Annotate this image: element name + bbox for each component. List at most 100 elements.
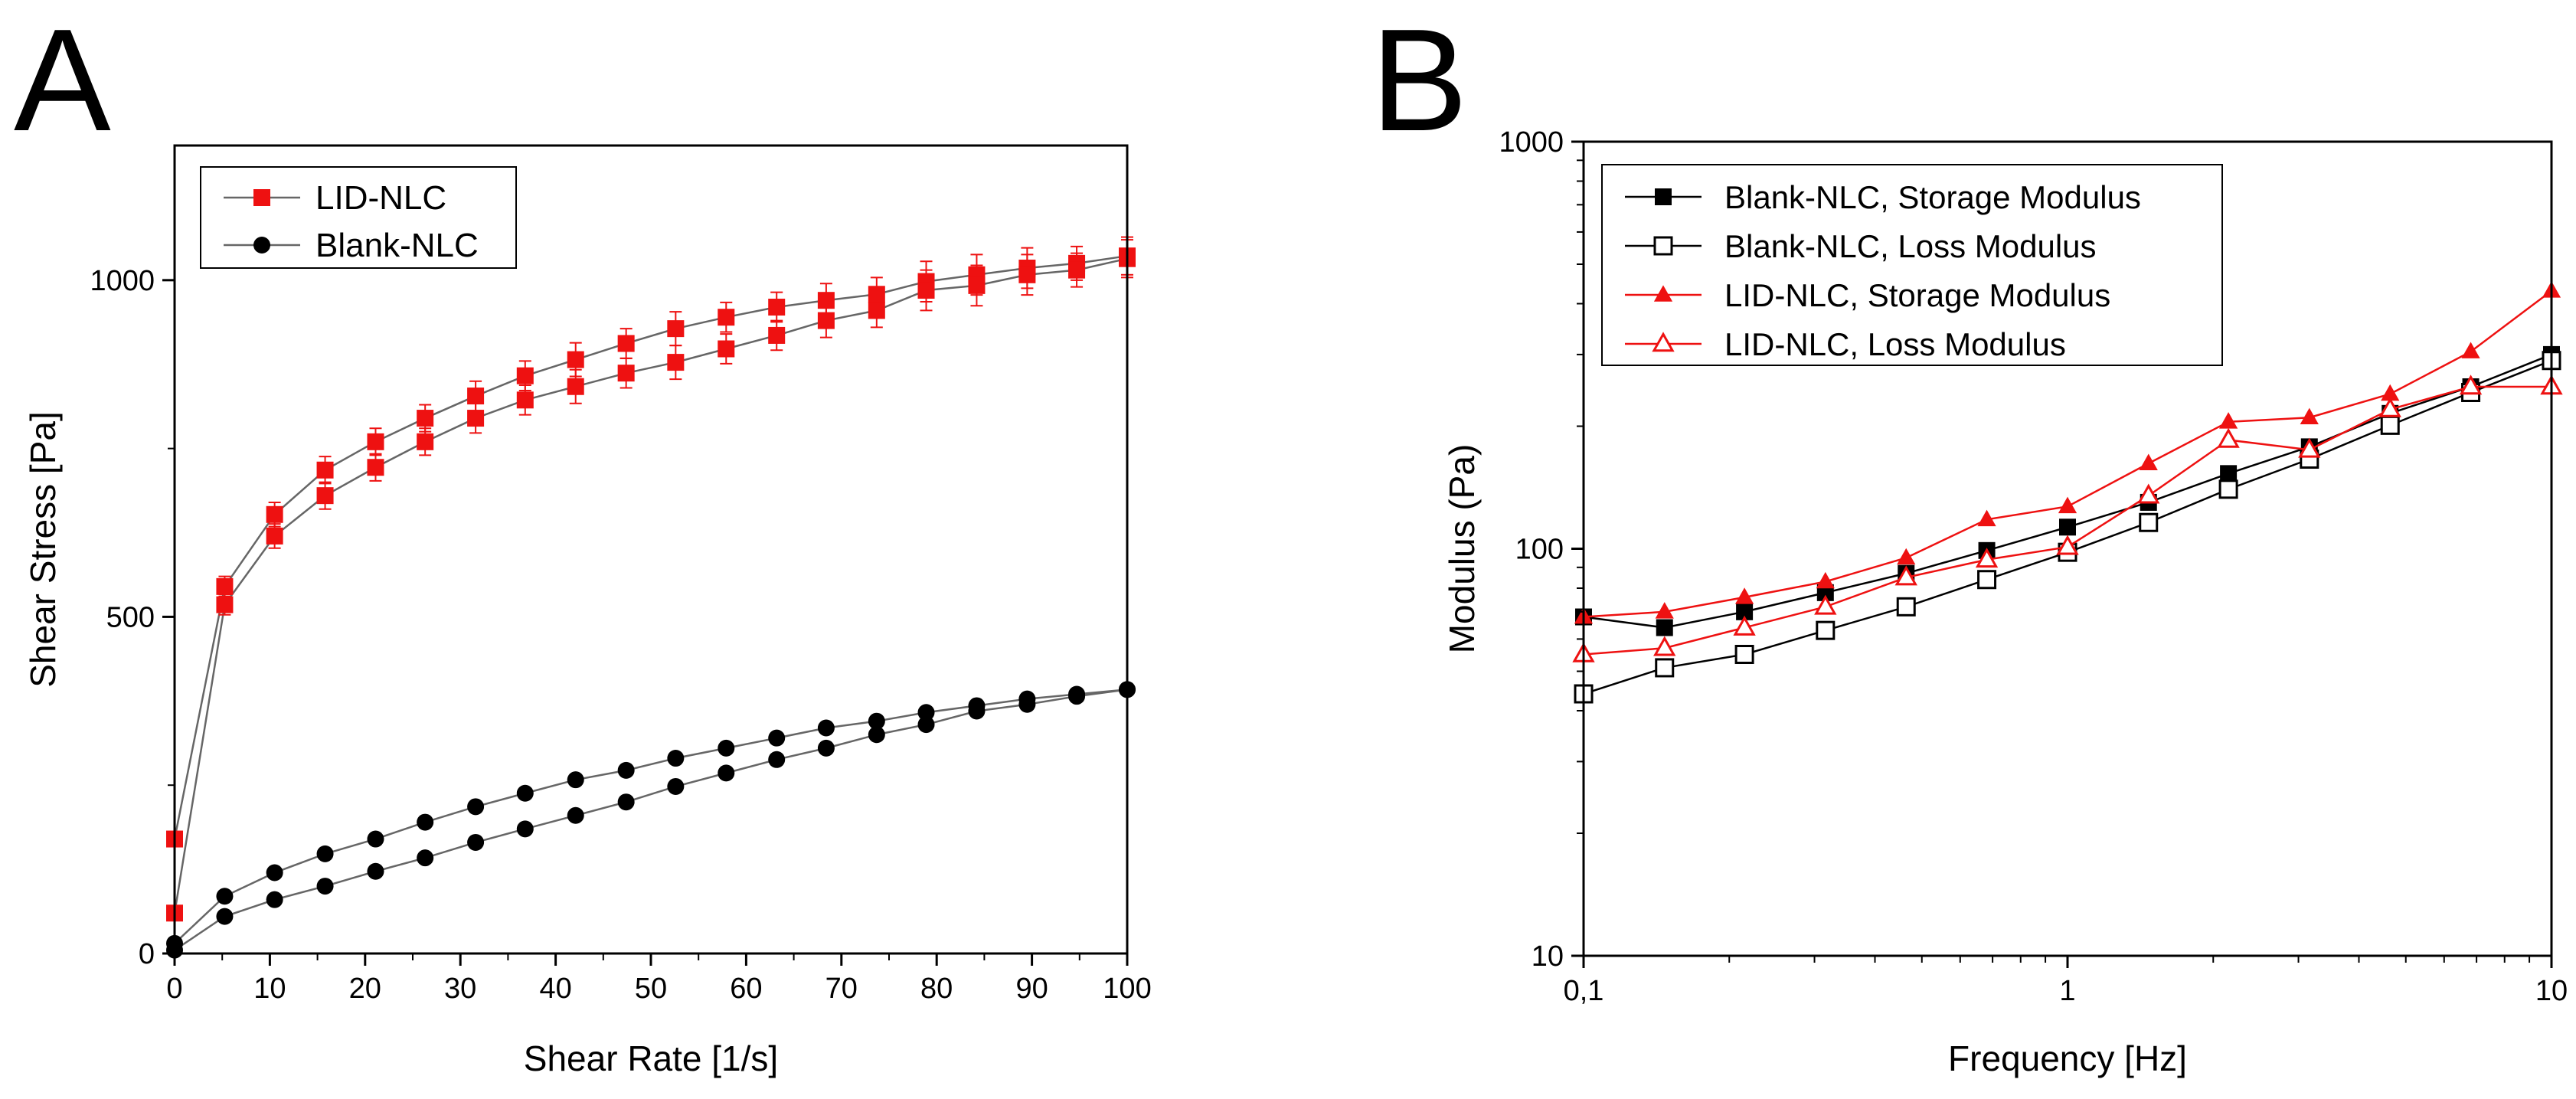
data-point <box>1816 584 1834 601</box>
data-point <box>1655 658 1675 678</box>
x-tick-label: 80 <box>920 973 953 1005</box>
data-point <box>1736 603 1754 620</box>
x-tick-label: 20 <box>349 973 381 1005</box>
data-point <box>567 771 584 789</box>
legend-label: LID-NLC, Storage Modulus <box>1724 277 2110 313</box>
legend-a: LID-NLC Blank-NLC <box>200 166 517 269</box>
data-point <box>1068 261 1086 279</box>
data-point <box>1977 509 1996 527</box>
data-point <box>667 750 685 767</box>
line-up-0 <box>173 254 1128 839</box>
legend-marker <box>253 189 270 206</box>
data-point <box>266 891 283 908</box>
data-point <box>2381 384 2400 401</box>
data-point <box>417 813 434 831</box>
x-tick-label: 1 <box>2059 975 2075 1007</box>
data-point <box>768 729 786 747</box>
data-point <box>266 864 283 881</box>
data-point <box>2137 483 2160 504</box>
panel-label-a: A <box>14 0 111 162</box>
data-point <box>617 761 635 779</box>
data-point <box>367 862 384 880</box>
legend-label: LID-NLC <box>315 179 446 217</box>
legend-box <box>1601 164 2223 366</box>
data-point <box>868 712 885 730</box>
data-point <box>868 726 885 744</box>
data-point <box>1655 602 1674 619</box>
data-point <box>768 751 786 768</box>
data-point <box>2298 437 2321 458</box>
legend-marker <box>1655 188 1672 205</box>
x-tick-label: 60 <box>730 973 762 1005</box>
data-point <box>617 793 635 811</box>
data-point <box>567 806 584 824</box>
y-tick-label: 0 <box>139 938 155 970</box>
x-tick-label: 10 <box>2535 975 2568 1007</box>
x-tick-label: 100 <box>1103 973 1151 1005</box>
data-point <box>1018 266 1036 283</box>
data-point <box>266 505 283 523</box>
data-point <box>2461 342 2480 358</box>
data-point <box>516 367 534 384</box>
data-point <box>968 702 986 720</box>
legend-marker <box>253 237 270 253</box>
panel-b: B 0,1 1 10 10 100 1000 Frequency [Hz] Modulus (P… <box>1371 0 2568 1078</box>
data-point <box>1975 548 1999 568</box>
data-point <box>667 777 685 795</box>
data-point <box>917 716 935 734</box>
data-point <box>617 365 635 382</box>
data-point <box>266 527 283 545</box>
data-point <box>2380 415 2400 435</box>
data-point <box>917 282 935 299</box>
data-point <box>2220 465 2238 482</box>
data-point <box>2219 412 2238 429</box>
data-point <box>1896 597 1916 617</box>
series-lid-nlc <box>166 236 1136 922</box>
data-point <box>768 326 786 344</box>
legend-marker <box>1652 332 1675 352</box>
data-point <box>516 784 534 802</box>
data-point <box>316 461 334 479</box>
x-tick-label: 0 <box>166 973 182 1005</box>
x-tick-label: 40 <box>539 973 571 1005</box>
series-blank-nlc <box>166 681 1136 959</box>
data-point <box>718 340 735 358</box>
x-tick-label: 30 <box>444 973 476 1005</box>
data-point <box>718 739 735 757</box>
data-point <box>1068 688 1086 705</box>
x-tick-label: 0,1 <box>1564 975 1604 1007</box>
data-point <box>2217 427 2240 448</box>
data-point <box>768 299 786 316</box>
data-point <box>968 276 986 294</box>
data-point <box>2059 518 2076 536</box>
data-point <box>1816 571 1835 589</box>
data-point <box>868 286 885 303</box>
data-point <box>516 820 534 838</box>
data-point <box>1734 644 1754 664</box>
data-point <box>2139 512 2159 532</box>
data-point <box>1897 548 1916 565</box>
y-tick-label: 10 <box>1532 940 1564 973</box>
legend-marker <box>1653 236 1673 256</box>
y-axis-label: Modulus (Pa) <box>1442 444 1482 654</box>
data-point <box>216 888 234 905</box>
y-tick-label: 500 <box>106 601 155 633</box>
data-point <box>1735 587 1754 604</box>
legend-box <box>200 166 517 269</box>
y-tick-label: 1000 <box>90 265 155 297</box>
data-point <box>1656 619 1673 636</box>
data-point <box>2058 496 2077 514</box>
data-point <box>718 764 735 782</box>
data-point <box>667 320 685 338</box>
data-point <box>367 830 384 848</box>
data-point <box>467 410 485 427</box>
data-point <box>617 335 635 352</box>
series-0 <box>1575 345 2560 636</box>
legend-label: LID-NLC, Loss Modulus <box>1724 326 2066 362</box>
data-point <box>1653 636 1676 656</box>
line-down-1 <box>174 689 1128 951</box>
data-point <box>1816 620 1836 640</box>
legend-label: Blank-NLC, Loss Modulus <box>1724 228 2097 264</box>
